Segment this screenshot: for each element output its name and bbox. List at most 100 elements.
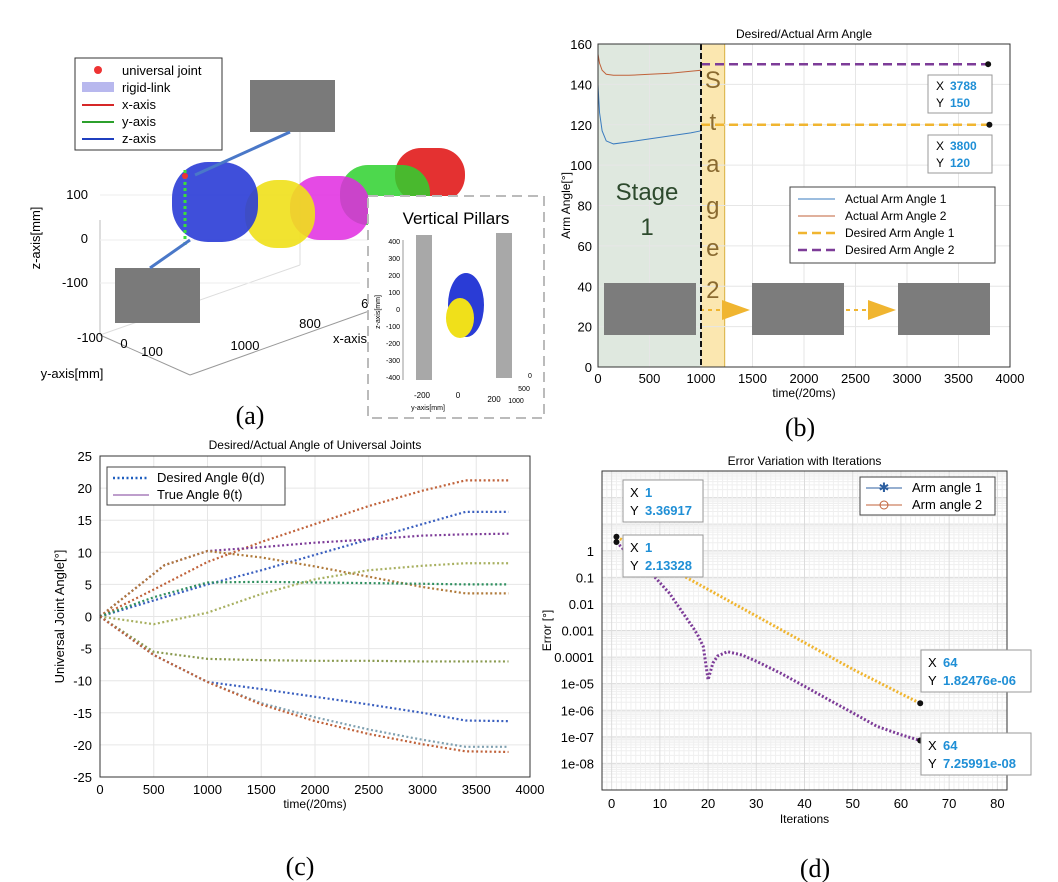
stage-1-label-line1: Stage <box>616 179 679 206</box>
x-tick-label: 60 <box>894 796 908 811</box>
robot-photo-strip <box>604 283 990 335</box>
y-tick-label: 40 <box>578 279 592 294</box>
stage-2-letter: S <box>705 67 721 94</box>
legend-label: Desired Arm Angle 2 <box>845 243 955 257</box>
pillar <box>496 233 512 378</box>
series-line <box>99 510 509 618</box>
y-tick-label: -20 <box>73 738 92 753</box>
legend-label: Actual Arm Angle 2 <box>845 209 947 223</box>
plot-frame <box>601 470 1008 791</box>
stage-arrow <box>868 300 896 320</box>
x-tick-label: 80 <box>990 796 1004 811</box>
datatip-y-value: 7.25991e-08 <box>943 756 1016 771</box>
x-tick-label: 30 <box>749 796 763 811</box>
z-tick-label: 100 <box>66 187 88 202</box>
legend-label: Arm angle 1 <box>912 480 982 495</box>
y-tick-label: -10 <box>73 674 92 689</box>
datatip-y-label: Y <box>936 156 944 170</box>
datatip-box[interactable] <box>622 479 704 523</box>
y-tick-label: 0 <box>85 610 92 625</box>
x-tick-label: 0 <box>594 371 601 386</box>
robot-photo <box>752 283 844 335</box>
axis-line <box>189 299 401 376</box>
legend-label: z-axis <box>122 131 156 146</box>
datatip-x-value: 64 <box>943 655 958 670</box>
inset-tick: 100 <box>388 290 400 297</box>
y-axis-label: Arm Angle[°] <box>559 172 573 239</box>
inset-tick: 200 <box>487 395 501 404</box>
datatip-y-label: Y <box>630 558 639 573</box>
x-tick-label: 500 <box>143 782 165 797</box>
x-tick-label: 10 <box>653 796 667 811</box>
x-tick-label: 70 <box>942 796 956 811</box>
z-axis-label: z-axis[mm] <box>28 207 43 270</box>
y-tick-label: 100 <box>141 344 163 359</box>
y-tick-label: 20 <box>578 320 592 335</box>
datatip-y-label: Y <box>630 503 639 518</box>
inset-tick: 200 <box>388 273 400 280</box>
series-line <box>99 479 509 618</box>
y-tick-label: 140 <box>570 77 592 92</box>
caption-b: (b) <box>785 413 815 442</box>
series-line <box>99 615 509 723</box>
plot-frame <box>99 455 531 778</box>
caption-d: (d) <box>800 854 830 882</box>
legend-marker: ✱ <box>879 480 890 495</box>
x-tick-label: 500 <box>639 371 661 386</box>
axes: 0 500 1000 1500 2000 2500 3000 3500 4000 25 20 15 10… <box>52 438 544 811</box>
y-tick-label: 20 <box>78 481 92 496</box>
y-tick-label: 1e-06 <box>561 703 594 718</box>
inset-tick: 500 <box>518 386 530 393</box>
y-tick-label: -15 <box>73 706 92 721</box>
datatip-y-label: Y <box>928 756 937 771</box>
inset-tick: 300 <box>388 256 400 263</box>
series-line <box>597 84 702 145</box>
datatip-box[interactable] <box>920 732 1032 776</box>
stage-2-letter: 2 <box>706 277 719 304</box>
inset-tick: 1000 <box>508 398 524 405</box>
datatip-marker <box>985 61 992 68</box>
x-tick-label: 2000 <box>301 782 330 797</box>
datatip-box[interactable] <box>622 534 704 578</box>
datatips: X 3788 Y 150 X 3800 Y 120 <box>927 61 993 174</box>
series-line <box>99 615 509 663</box>
series-line <box>615 535 921 705</box>
inset-tick: 0 <box>396 307 400 314</box>
robot-photo <box>898 283 990 335</box>
y-tick-label: 0.001 <box>561 624 594 639</box>
series-line <box>597 54 702 76</box>
y-tick-label: 0 <box>120 336 127 351</box>
datatip-x-label: X <box>936 79 944 93</box>
stage-2-letter: e <box>706 235 719 262</box>
x-tick-label: 3000 <box>893 371 922 386</box>
x-tick-label: 1000 <box>193 782 222 797</box>
stage-2-letter: g <box>706 193 719 220</box>
inset-tick: -400 <box>386 375 400 382</box>
y-tick-label: 60 <box>578 239 592 254</box>
inset-tick: -200 <box>414 391 431 400</box>
y-tick-label: 5 <box>85 577 92 592</box>
x-tick-label: 1000 <box>231 338 260 353</box>
inset-y-label: y-axis[mm] <box>411 405 445 412</box>
datatip-x-label: X <box>936 139 944 153</box>
panel-c-universal-joint-chart: 0 500 1000 1500 2000 2500 3000 3500 4000 25 20 15 10… <box>52 438 544 881</box>
datatip-box[interactable] <box>920 649 1032 693</box>
legend-label: universal joint <box>122 63 202 78</box>
link-segment-blue <box>172 162 258 242</box>
inset-tick: 0 <box>456 391 461 400</box>
pillar <box>416 235 432 380</box>
x-tick-label: 20 <box>701 796 715 811</box>
legend-label: rigid-link <box>122 80 171 95</box>
legend-label: Arm angle 2 <box>912 497 982 512</box>
datatip-box[interactable] <box>927 74 993 114</box>
x-tick-label: 3500 <box>944 371 973 386</box>
datatip-x-value: 1 <box>645 540 652 555</box>
inset-tick: 0 <box>528 373 532 380</box>
legend-marker <box>879 500 889 510</box>
datatip-box[interactable] <box>927 134 993 174</box>
y-tick-label: 0 <box>585 360 592 375</box>
datatip-x-value: 3800 <box>950 139 977 153</box>
series-layer <box>597 54 990 145</box>
series-layer <box>615 535 921 742</box>
series-line <box>99 615 509 754</box>
